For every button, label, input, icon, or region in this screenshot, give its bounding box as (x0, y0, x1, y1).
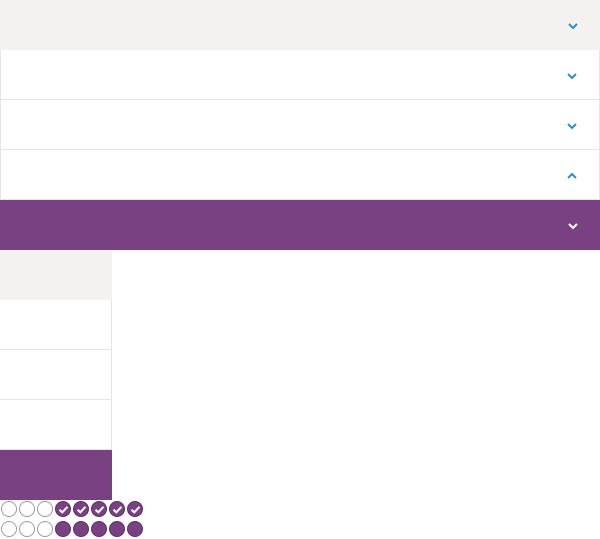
check-circle-icon[interactable] (55, 501, 71, 517)
dot-rating-row (1, 521, 143, 539)
check-circle-icon[interactable] (73, 501, 89, 517)
sub-list (0, 250, 112, 500)
sub-list-item-1[interactable] (0, 250, 112, 300)
empty-circle-icon[interactable] (37, 501, 53, 517)
accordion-row-4[interactable] (0, 150, 600, 200)
filled-circle-icon[interactable] (91, 521, 107, 537)
sub-list-item-4[interactable] (0, 400, 112, 450)
check-rating-row (1, 501, 143, 519)
empty-circle-icon[interactable] (1, 501, 17, 517)
accordion-row-5[interactable] (0, 200, 600, 250)
chevron-down-icon[interactable] (565, 69, 579, 83)
filled-circle-icon[interactable] (127, 521, 143, 537)
check-circle-icon[interactable] (109, 501, 125, 517)
accordion-row-2[interactable] (0, 50, 600, 100)
sub-list-item-2[interactable] (0, 300, 112, 350)
sub-list-item-5[interactable] (0, 450, 112, 500)
chevron-down-icon[interactable] (566, 219, 580, 233)
empty-circle-icon[interactable] (37, 521, 53, 537)
check-circle-icon[interactable] (91, 501, 107, 517)
accordion-row-3[interactable] (0, 100, 600, 150)
chevron-down-icon[interactable] (565, 119, 579, 133)
check-circle-icon[interactable] (127, 501, 143, 517)
chevron-down-icon[interactable] (566, 19, 580, 33)
accordion-row-1[interactable] (0, 0, 600, 50)
filled-circle-icon[interactable] (109, 521, 125, 537)
empty-circle-icon[interactable] (19, 521, 35, 537)
chevron-up-icon[interactable] (565, 169, 579, 183)
accordion (0, 0, 600, 250)
filled-circle-icon[interactable] (73, 521, 89, 537)
filled-circle-icon[interactable] (55, 521, 71, 537)
empty-circle-icon[interactable] (1, 521, 17, 537)
empty-circle-icon[interactable] (19, 501, 35, 517)
sub-list-item-3[interactable] (0, 350, 112, 400)
